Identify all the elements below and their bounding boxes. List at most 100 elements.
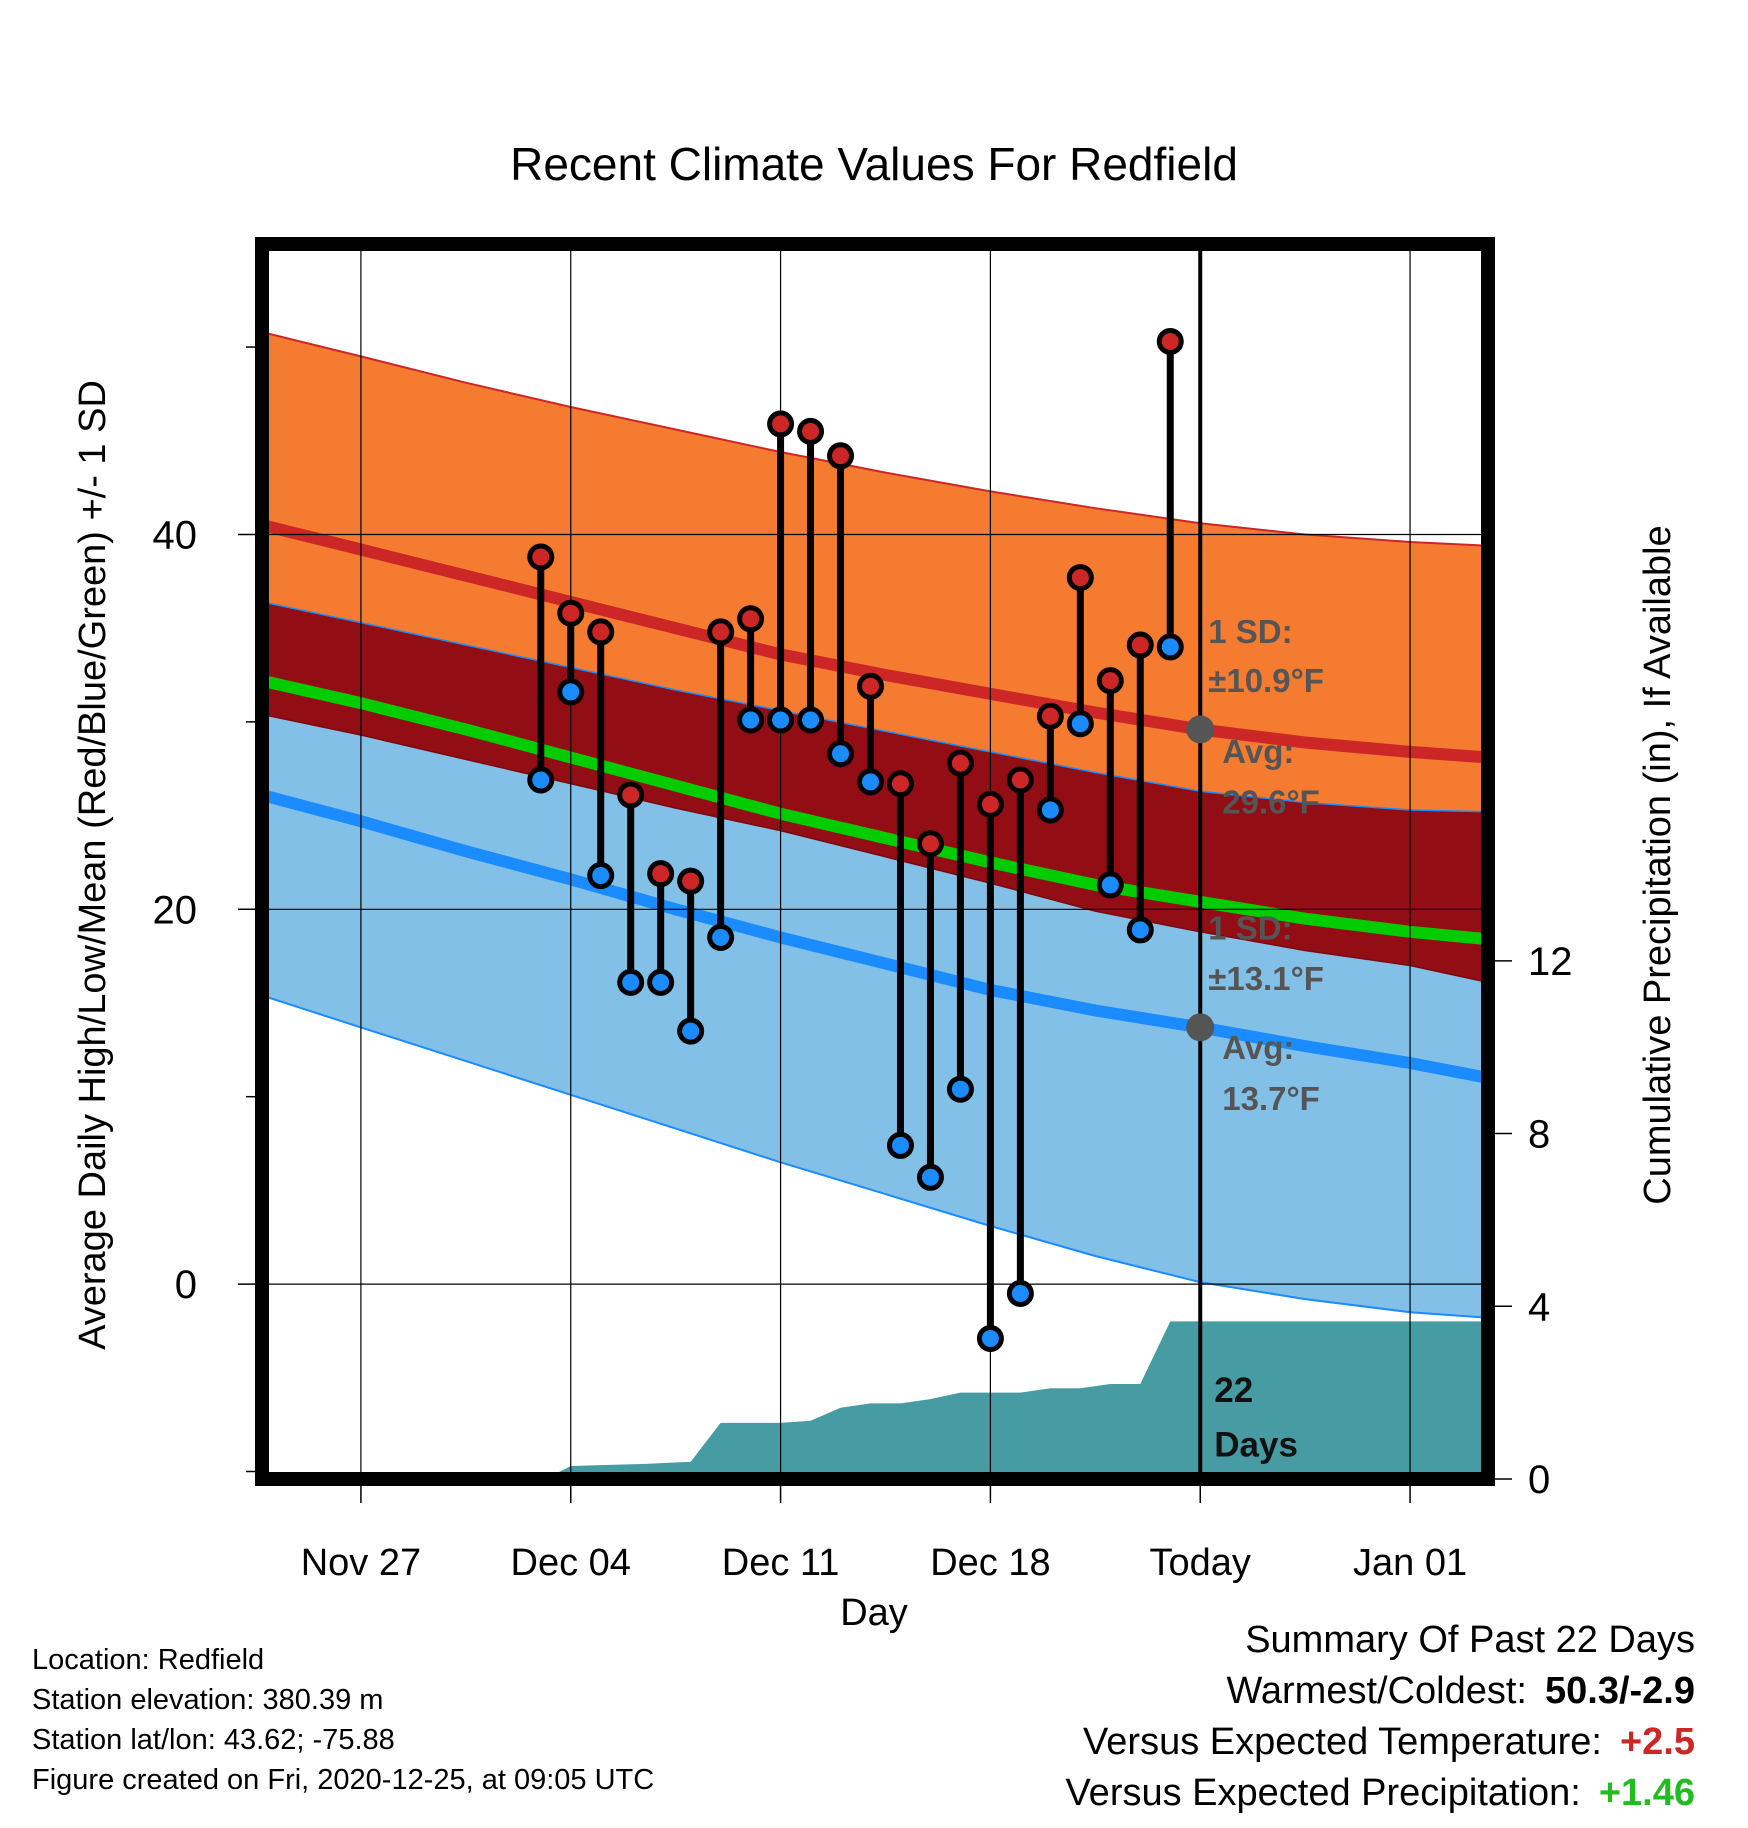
low-sd-value: ±13.1°F <box>1208 960 1324 997</box>
low-avg-marker <box>1186 1013 1215 1042</box>
daily-high-point <box>677 867 705 895</box>
daily-low-point <box>1156 633 1184 661</box>
station-location: Location: Redfield <box>32 1644 265 1676</box>
days-count: 22 <box>1214 1371 1253 1410</box>
daily-high-point <box>1006 766 1034 794</box>
summary-panel: Summary Of Past 22 Days Warmest/Coldest:… <box>1065 1615 1695 1819</box>
y2-axis-label: Cumulative Precipitation (in), If Availa… <box>1637 525 1679 1204</box>
daily-high-point <box>737 605 765 633</box>
warm-cold-label: Warmest/Coldest: <box>1226 1670 1527 1712</box>
x-tick-label: Dec 11 <box>722 1542 840 1584</box>
high-sd-label: 1 SD: <box>1208 613 1292 650</box>
low-sd-label: 1 SD: <box>1208 909 1292 946</box>
daily-low-point <box>707 923 735 951</box>
precip-value: +1.46 <box>1598 1772 1695 1814</box>
daily-high-point <box>827 442 855 470</box>
daily-high-point <box>797 417 825 445</box>
daily-low-point <box>677 1017 705 1045</box>
y2-tick-label: 4 <box>1528 1285 1550 1329</box>
chart-title: Recent Climate Values For Redfield <box>510 138 1238 190</box>
high-avg-marker <box>1186 715 1215 744</box>
plot-area <box>262 244 1488 1479</box>
x-tick-label: Today <box>1150 1542 1251 1584</box>
daily-high-point <box>557 599 585 627</box>
station-info: Location: Redfield Station elevation: 38… <box>32 1640 654 1800</box>
daily-low-point <box>797 706 825 734</box>
precip-label: Versus Expected Precipitation: <box>1065 1772 1581 1814</box>
daily-low-point <box>557 678 585 706</box>
temp-value: +2.5 <box>1619 1721 1695 1763</box>
daily-high-point <box>1156 327 1184 355</box>
summary-temp: Versus Expected Temperature: +2.5 <box>1065 1717 1695 1768</box>
daily-high-point <box>946 749 974 777</box>
daily-high-point <box>1126 631 1154 659</box>
daily-low-point <box>527 766 555 794</box>
daily-low-point <box>1096 871 1124 899</box>
daily-high-point <box>647 860 675 888</box>
low-avg-label: Avg: <box>1222 1029 1294 1066</box>
normal-high-line <box>262 519 1488 764</box>
summary-precip: Versus Expected Precipitation: +1.46 <box>1065 1768 1695 1819</box>
normal-low-line <box>262 789 1488 1084</box>
daily-low-point <box>647 968 675 996</box>
summary-title: Summary Of Past 22 Days <box>1245 1619 1695 1661</box>
daily-high-point <box>1066 564 1094 592</box>
low-avg-value: 13.7°F <box>1222 1080 1320 1117</box>
daily-low-point <box>886 1131 914 1159</box>
x-tick-label: Jan 01 <box>1353 1542 1467 1584</box>
days-word: Days <box>1214 1426 1298 1465</box>
daily-high-point <box>857 672 885 700</box>
y-axis-label: Average Daily High/Low/Mean (Red/Blue/Gr… <box>72 380 114 1350</box>
daily-low-point <box>1066 710 1094 738</box>
y2-tick-label: 8 <box>1528 1113 1550 1157</box>
daily-high-point <box>976 790 1004 818</box>
temp-label: Versus Expected Temperature: <box>1083 1721 1602 1763</box>
low-plus-sd-line <box>262 713 1488 984</box>
daily-high-point <box>527 543 555 571</box>
daily-low-point <box>1006 1279 1034 1307</box>
daily-low-point <box>767 706 795 734</box>
x-axis-label: Day <box>840 1592 908 1634</box>
y2-tick-label: 0 <box>1528 1458 1550 1502</box>
daily-low-point <box>1126 916 1154 944</box>
warm-cold-value: 50.3/-2.9 <box>1545 1670 1695 1712</box>
daily-low-point <box>617 968 645 996</box>
station-latlon: Station lat/lon: 43.62; -75.88 <box>32 1724 395 1756</box>
high-sd-value: ±10.9°F <box>1208 662 1324 699</box>
y-tick-label: 20 <box>153 888 198 932</box>
daily-low-point <box>916 1163 944 1191</box>
daily-low-point <box>827 740 855 768</box>
daily-low-point <box>587 862 615 890</box>
daily-low-point <box>946 1075 974 1103</box>
daily-low-point <box>857 768 885 796</box>
daily-low-point <box>1036 796 1064 824</box>
high-sd-band <box>262 332 1488 812</box>
x-tick-label: Dec 04 <box>511 1542 631 1584</box>
y2-tick-label: 12 <box>1528 940 1573 984</box>
daily-low-point <box>737 706 765 734</box>
daily-high-point <box>767 410 795 438</box>
daily-high-point <box>617 781 645 809</box>
high-minus-sd-line <box>262 601 1488 813</box>
daily-high-point <box>1096 667 1124 695</box>
x-tick-label: Nov 27 <box>301 1542 421 1584</box>
precip-area <box>262 1321 1488 1479</box>
summary-warm-cold: Warmest/Coldest: 50.3/-2.9 <box>1065 1666 1695 1717</box>
y-tick-label: 0 <box>175 1263 197 1307</box>
daily-low-point <box>976 1324 1004 1352</box>
daily-high-point <box>916 830 944 858</box>
low-minus-sd-line <box>262 994 1488 1319</box>
daily-high-point <box>587 618 615 646</box>
low-sd-band <box>262 714 1488 1318</box>
daily-high-point <box>886 770 914 798</box>
daily-high-point <box>1036 702 1064 730</box>
normal-mean-line <box>262 674 1488 946</box>
high-avg-label: Avg: <box>1222 733 1294 770</box>
station-elevation: Station elevation: 380.39 m <box>32 1684 384 1716</box>
daily-high-point <box>707 618 735 646</box>
high-avg-value: 29.6°F <box>1222 784 1320 821</box>
figure-created: Figure created on Fri, 2020-12-25, at 09… <box>32 1764 655 1796</box>
y-tick-label: 40 <box>153 513 198 557</box>
x-tick-label: Dec 18 <box>930 1542 1050 1584</box>
